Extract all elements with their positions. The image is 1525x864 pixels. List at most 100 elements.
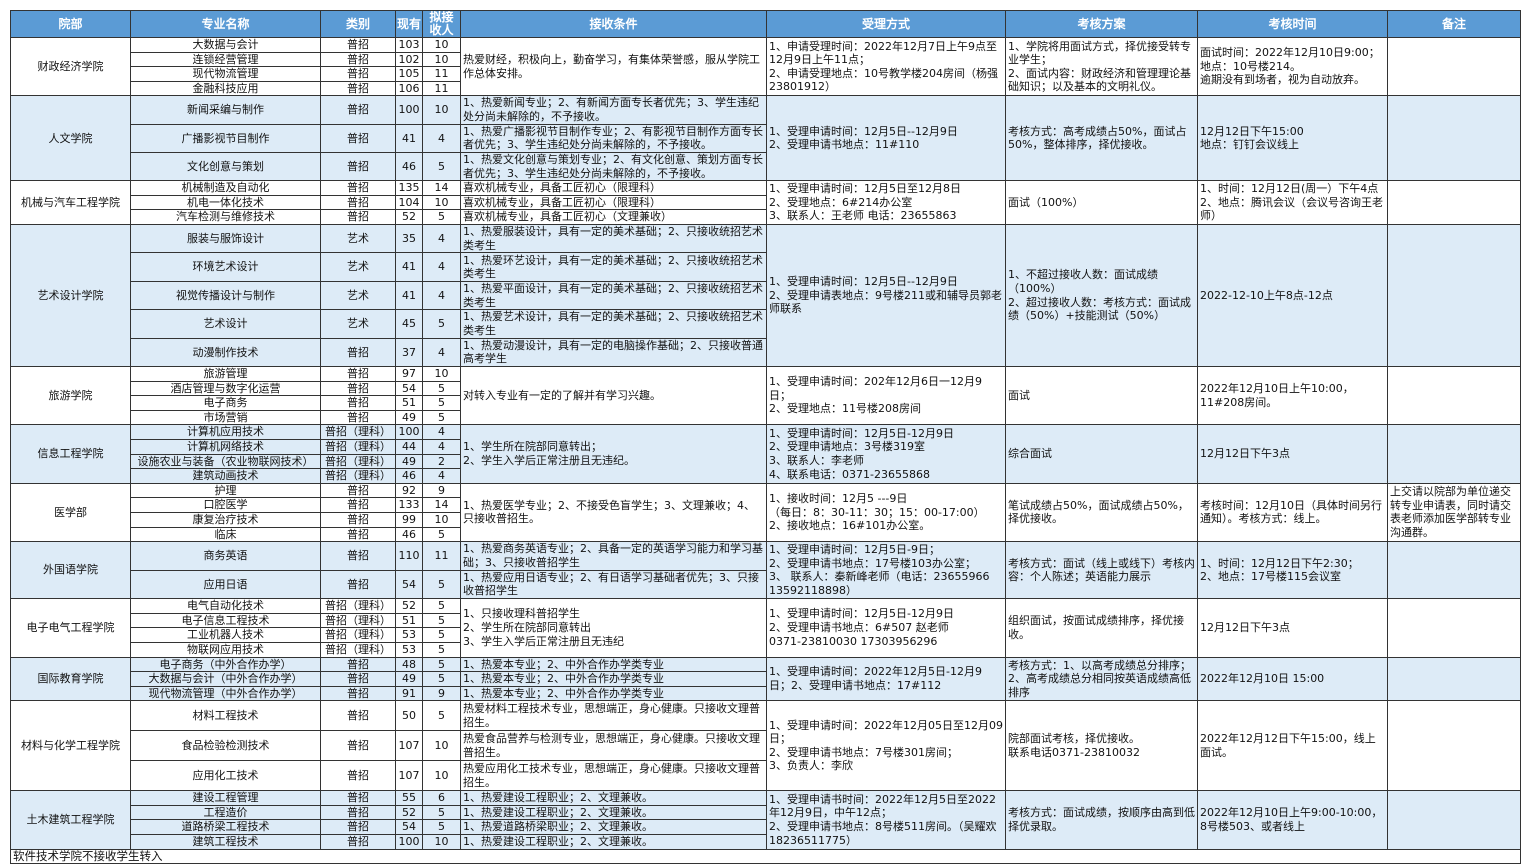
major-name: 应用化工技术 xyxy=(130,760,321,792)
current-count: 37 xyxy=(395,337,423,368)
current-count: 53 xyxy=(395,641,423,658)
application-process: 1、受理申请时间：12月5日-12月9日 2、受理申请地点：3号楼319室 3、… xyxy=(766,424,1006,484)
assessment-plan: 笔试成绩占50%，面试成绩占50%，择优接收。 xyxy=(1005,482,1198,543)
enrollment-type: 普招（理科） xyxy=(320,424,396,440)
table-row: 建筑动画技术 普招（理科） 46 4 xyxy=(11,468,1521,484)
remarks xyxy=(1387,95,1521,182)
quota-count: 9 xyxy=(422,482,461,499)
major-name: 连锁经营管理 xyxy=(130,51,321,68)
major-name: 建筑动画技术 xyxy=(130,468,321,484)
assessment-time: 12月12日下午3点 xyxy=(1197,598,1388,658)
admission-condition: 喜欢机械专业，具备工匠初心（限理科） xyxy=(460,194,767,211)
current-count: 100 xyxy=(395,95,423,125)
current-count: 135 xyxy=(395,180,423,196)
quota-count: 4 xyxy=(422,468,461,484)
college-name: 材料与化学工程学院 xyxy=(10,700,131,792)
quota-count: 11 xyxy=(422,541,461,571)
current-count: 106 xyxy=(395,80,423,97)
remarks xyxy=(1387,700,1521,792)
current-count: 54 xyxy=(395,380,423,397)
enrollment-type: 普招 xyxy=(320,482,396,499)
table-row: 计算机网络技术 普招（理科） 44 4 xyxy=(11,438,1521,455)
table-row: 艺术设计学院 服装与服饰设计 艺术 35 4 1、热爱服装设计，具有一定的美术基础；2、只… xyxy=(10,224,1521,367)
assessment-plan: 1、不超过接收人数：面试成绩（100%） 2、超过接收人数：考核方式：面试成绩（… xyxy=(1005,224,1198,367)
quota-count: 9 xyxy=(422,685,461,702)
enrollment-type: 普招 xyxy=(320,760,396,792)
table-row: 食品检验检测技术 普招 107 10 热爱食品营养与检测专业，思想端正，身心健康。只接收… xyxy=(11,730,1521,762)
current-count: 100 xyxy=(395,834,423,850)
current-count: 100 xyxy=(395,424,423,440)
quota-count: 2 xyxy=(422,453,461,470)
major-name: 广播影视节目制作 xyxy=(130,123,321,153)
enrollment-type: 艺术 xyxy=(320,309,396,339)
quota-count: 5 xyxy=(422,819,461,836)
application-process: 1、接收时间：12月5 ---9日 （每日：8：30-11：30；15：00-1… xyxy=(766,482,1006,543)
header-major: 专业名称 xyxy=(130,10,321,38)
header-college: 院部 xyxy=(10,10,131,38)
major-name: 大数据与会计 xyxy=(130,37,321,53)
application-process: 1、受理申请时间：202年12月6日一12月9日； 2、受理地点：11号楼208… xyxy=(766,365,1006,426)
quota-count: 4 xyxy=(422,123,461,153)
current-count: 52 xyxy=(395,209,423,226)
quota-count: 4 xyxy=(422,280,461,311)
major-name: 机电一体化技术 xyxy=(130,194,321,211)
application-process: 1、受理申请时间：12月5日-9日； 2、受理申请书地点：17号楼103办公室；… xyxy=(766,541,1006,600)
table-row: 临床 普招 46 5 xyxy=(11,526,1521,543)
footer-note: 软件技术学院不接收学生转入 xyxy=(10,848,1521,864)
major-name: 建筑工程技术 xyxy=(130,834,321,850)
quota-count: 5 xyxy=(422,627,461,643)
quota-count: 4 xyxy=(422,337,461,368)
assessment-plan: 组织面试，按面试成绩排序，择优接收。 xyxy=(1005,598,1198,658)
college-name: 信息工程学院 xyxy=(10,424,131,484)
enrollment-type: 普招 xyxy=(320,337,396,368)
current-count: 102 xyxy=(395,51,423,68)
college-name: 医学部 xyxy=(10,482,131,543)
major-name: 电子商务（中外合作办学） xyxy=(130,656,321,673)
enrollment-type: 普招 xyxy=(320,685,396,702)
admission-condition: 1、热爱动漫设计，具有一定的电脑操作基础；2、只接收普通高考学生 xyxy=(460,337,767,368)
major-name: 计算机应用技术 xyxy=(130,424,321,440)
enrollment-type: 普招 xyxy=(320,409,396,426)
admission-condition: 1、热爱文化创意与策划专业；2、有文化创意、策划方面专长者优先；3、学生违纪处分… xyxy=(460,151,767,182)
major-name: 电子信息工程技术 xyxy=(130,612,321,629)
current-count: 51 xyxy=(395,395,423,411)
admission-condition: 1、热爱服装设计，具有一定的美术基础；2、只接收统招艺术类考生 xyxy=(460,224,767,254)
header-time: 考核时间 xyxy=(1197,10,1388,38)
college-name: 人文学院 xyxy=(10,95,131,182)
quota-count: 5 xyxy=(422,409,461,426)
enrollment-type: 普招 xyxy=(320,180,396,196)
application-process: 1、受理申请时间：12月5日至12月8日 2、受理地点：6#214办公室 3、联… xyxy=(766,180,1006,226)
table-row: 应用化工技术 普招 107 10 热爱应用化工技术专业，思想端正，身心健康。只接收文理普… xyxy=(11,760,1521,792)
table-row: 电子电气工程学院 电气自动化技术 普招（理科） 52 5 1、只接收理科普招学生 2、学生… xyxy=(10,598,1521,658)
quota-count: 10 xyxy=(422,511,461,528)
major-name: 环境艺术设计 xyxy=(130,252,321,282)
table-row: 机电一体化技术 普招 104 10 喜欢机械专业，具备工匠初心（限理科） xyxy=(11,194,1521,211)
assessment-time: 2022年12月10日 15:00 xyxy=(1197,656,1388,702)
college-name: 财政经济学院 xyxy=(10,36,131,97)
major-name: 临床 xyxy=(130,526,321,543)
major-name: 机械制造及自动化 xyxy=(130,180,321,196)
current-count: 41 xyxy=(395,123,423,153)
current-count: 46 xyxy=(395,151,423,182)
header-quota: 拟接收人 xyxy=(422,10,461,38)
assessment-time: 12月12日下午3点 xyxy=(1197,424,1388,484)
application-process: 1、受理申请时间：12月5日--12月9日 2、受理申请书地点：11#110 xyxy=(766,95,1006,182)
enrollment-type: 普招 xyxy=(320,123,396,153)
table-row: 现代物流管理（中外合作办学） 普招 91 9 1、热爱本专业；2、中外合作办学类专业 xyxy=(11,685,1521,702)
enrollment-type: 普招 xyxy=(320,366,396,382)
current-count: 91 xyxy=(395,685,423,702)
assessment-plan: 综合面试 xyxy=(1005,424,1198,484)
table-row: 国际教育学院 电子商务（中外合作办学） 普招 48 5 1、热爱本专业；2、中外合作办学类… xyxy=(10,656,1521,702)
quota-count: 14 xyxy=(422,497,461,513)
major-name: 设施农业与装备（农业物联网技术） xyxy=(130,453,321,470)
admission-condition: 喜欢机械专业，具备工匠初心（限理科） xyxy=(460,180,767,196)
admission-condition: 1、热爱建设工程职业；2、文理兼收。 xyxy=(460,790,767,806)
admission-condition: 热爱食品营养与检测专业，思想端正，身心健康。只接收文理普招生。 xyxy=(460,730,767,762)
assessment-plan: 院部面试考核，择优接收。 联系电话0371-23810032 xyxy=(1005,700,1198,792)
header-type: 类别 xyxy=(320,10,396,38)
quota-count: 5 xyxy=(422,569,461,600)
table-row: 工业机器人技术 普招（理科） 53 5 xyxy=(11,627,1521,643)
table-row: 康复治疗技术 普招 99 10 xyxy=(11,511,1521,528)
major-name: 动漫制作技术 xyxy=(130,337,321,368)
college-name: 机械与汽车工程学院 xyxy=(10,180,131,226)
